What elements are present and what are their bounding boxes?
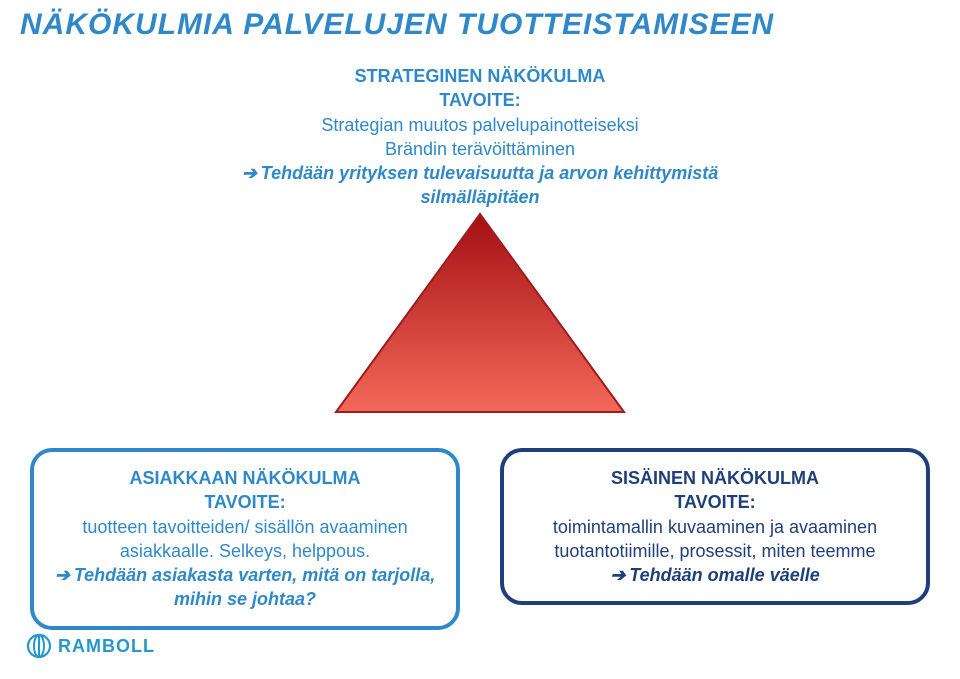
strategic-block: STRATEGINEN NÄKÖKULMA TAVOITE: Strategia… <box>240 64 720 210</box>
internal-box: SISÄINEN NÄKÖKULMA TAVOITE: toimintamall… <box>500 448 930 605</box>
arrow-right-icon: ➔ <box>55 563 70 587</box>
customer-box: ASIAKKAAN NÄKÖKULMA TAVOITE: tuotteen ta… <box>30 448 460 630</box>
internal-action-text: Tehdään omalle väelle <box>629 565 819 585</box>
arrow-right-icon: ➔ <box>242 161 257 185</box>
page-title: NÄKÖKULMIA PALVELUJEN TUOTTEISTAMISEEN <box>20 8 774 42</box>
internal-line-1: toimintamallin kuvaaminen ja avaaminen t… <box>553 517 877 561</box>
strategic-heading: STRATEGINEN NÄKÖKULMA <box>355 66 606 86</box>
ramboll-logo: RAMBOLL <box>26 633 155 659</box>
customer-goal-label: TAVOITE: <box>204 492 285 512</box>
customer-action-text: Tehdään asiakasta varten, mitä on tarjol… <box>74 565 435 609</box>
strategic-action-text: Tehdään yrityksen tulevaisuutta ja arvon… <box>261 163 719 207</box>
ramboll-logo-text: RAMBOLL <box>58 636 155 657</box>
customer-action: ➔Tehdään asiakasta varten, mitä on tarjo… <box>55 565 436 609</box>
ramboll-logo-icon <box>26 633 52 659</box>
internal-action: ➔Tehdään omalle väelle <box>610 565 820 585</box>
arrow-right-icon: ➔ <box>610 563 625 587</box>
strategic-line-2: Brändin terävöittäminen <box>240 137 720 161</box>
strategic-line-1: Strategian muutos palvelupainotteiseksi <box>240 113 720 137</box>
customer-heading: ASIAKKAAN NÄKÖKULMA <box>130 468 361 488</box>
triangle-graphic <box>330 208 630 418</box>
internal-goal-label: TAVOITE: <box>674 492 755 512</box>
strategic-action: ➔Tehdään yrityksen tulevaisuutta ja arvo… <box>242 163 719 207</box>
strategic-goal-label: TAVOITE: <box>439 90 520 110</box>
customer-line-1: tuotteen tavoitteiden/ sisällön avaamine… <box>82 517 407 561</box>
internal-heading: SISÄINEN NÄKÖKULMA <box>611 468 819 488</box>
